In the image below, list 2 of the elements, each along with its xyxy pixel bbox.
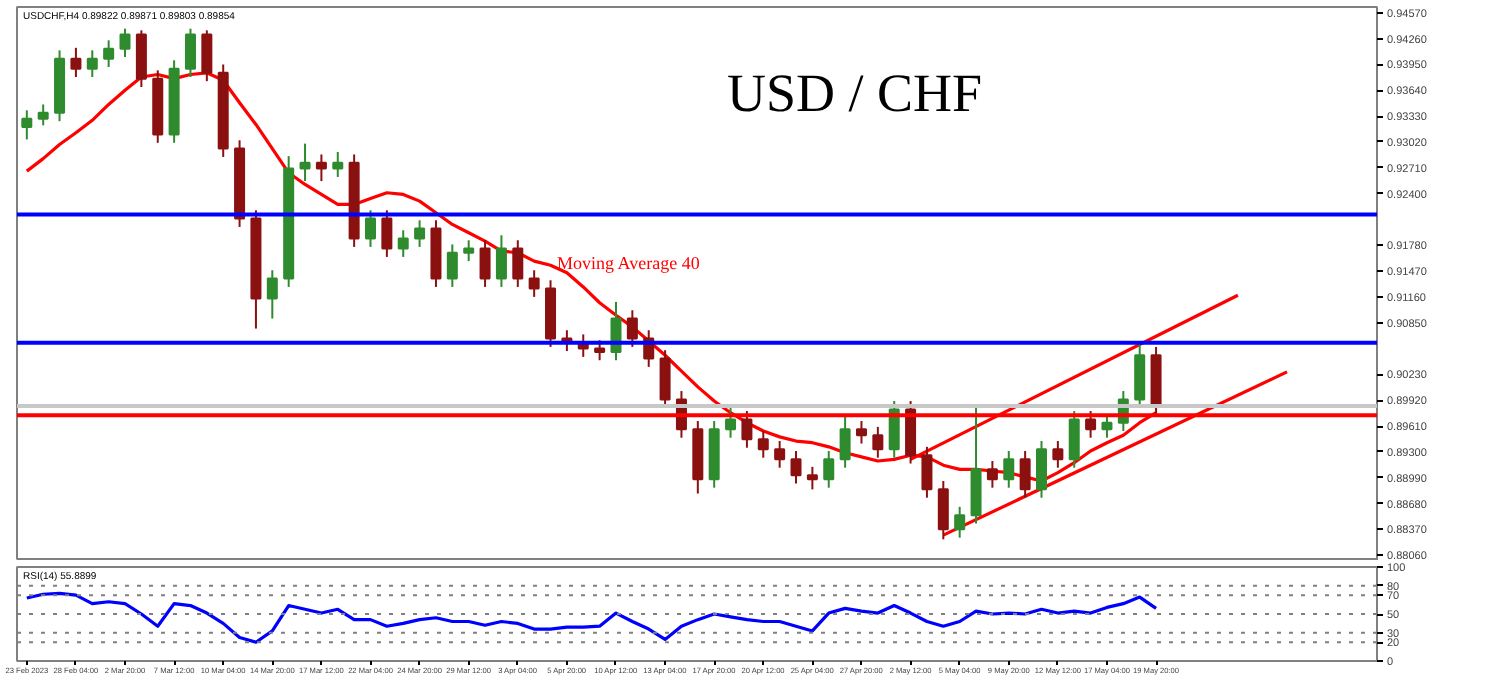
series-label: Moving Average 40: [557, 253, 701, 274]
text: USD / CHF: [727, 63, 983, 123]
